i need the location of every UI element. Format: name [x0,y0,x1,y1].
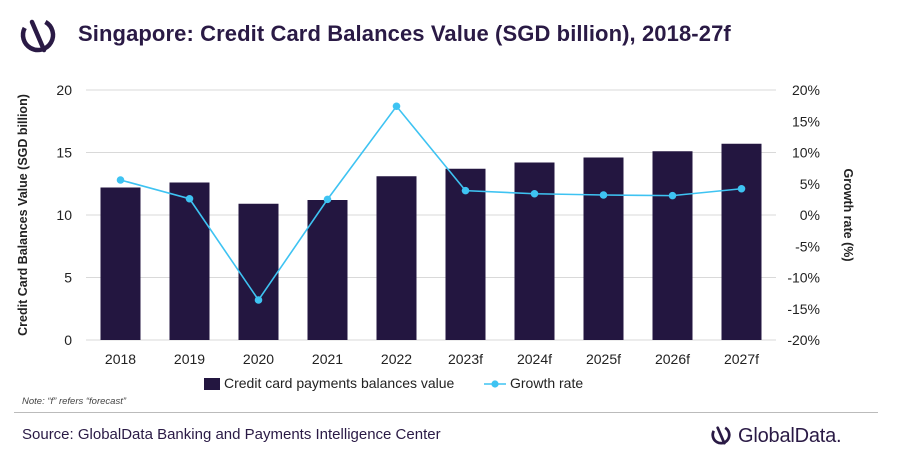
line-series [116,102,746,304]
growth-rate-point [323,195,332,204]
growth-rate-point [737,184,746,193]
y2-tick-label: 20% [792,82,820,98]
x-tick-label: 2027f [724,351,759,367]
y2-tick-label: 0% [800,207,820,223]
chart-title: Singapore: Credit Card Balances Value (S… [78,21,731,46]
growth-rate-point [530,189,539,198]
legend-bar-swatch [204,378,220,390]
brand-name: GlobalData. [738,424,842,447]
bar [376,176,417,340]
growth-rate-point [599,191,608,199]
y2-tick-label: 15% [792,113,820,129]
y-tick-label: 5 [64,270,72,286]
y-tick-label: 10 [56,207,72,223]
x-tick-label: 2025f [586,351,621,367]
globaldata-small-icon [711,425,731,445]
x-tick-label: 2021 [312,351,343,367]
x-tick-label: 2020 [243,351,274,367]
y2-tick-label: -10% [787,270,820,286]
bar [100,187,141,340]
brand-logo: GlobalData. [710,421,842,451]
bar [583,157,624,340]
x-tick-label: 2023f [448,351,483,367]
bar [514,162,555,340]
bar [445,168,486,340]
bar [169,182,210,340]
growth-rate-point [254,296,263,304]
y-tick-label: 20 [56,82,72,98]
legend-label: Growth rate [510,375,583,391]
legend: Credit card payments balances value Growt… [204,375,583,391]
y2-tick-label: -15% [787,301,820,317]
y2-tick-label: 10% [792,145,820,161]
bar [238,203,279,340]
growth-rate-point [392,102,401,111]
growth-rate-point [668,191,677,200]
chart-canvas: 0 5 10 15 20 -20% -15% -10% -5% 0% 5% 10% 15% 20% Cred… [16,82,855,391]
bar-series [100,143,762,340]
bar [721,143,762,340]
y2-tick-label: -5% [795,238,820,254]
y2-tick-label: -20% [787,332,820,348]
x-tick-label: 2024f [517,351,552,367]
y-axis-label: Credit Card Balances Value (SGD billion) [16,94,30,336]
divider [14,412,878,413]
x-tick-label: 2018 [105,351,136,367]
legend-line-marker [491,380,499,388]
source-text: Source: GlobalData Banking and Payments … [22,426,441,443]
forecast-note: Note: “f” refers “forecast” [22,396,126,407]
y-tick-label: 0 [64,332,72,348]
x-tick-label: 2019 [174,351,205,367]
growth-rate-point [461,186,470,195]
x-tick-label: 2022 [381,351,412,367]
globaldata-logo-icon [20,17,56,53]
y2-tick-label: 5% [800,176,820,192]
y2-axis-label: Growth rate (%) [841,168,855,261]
y-tick-label: 15 [56,145,72,161]
bar [307,200,348,340]
axes: 0 5 10 15 20 -20% -15% -10% -5% 0% 5% 10% 15% 20% Cred… [16,82,855,367]
growth-rate-line [120,104,742,302]
growth-rate-point [116,176,125,184]
growth-rate-point [185,194,194,203]
bar [652,151,693,340]
x-tick-label: 2026f [655,351,690,367]
legend-label: Credit card payments balances value [224,375,455,391]
